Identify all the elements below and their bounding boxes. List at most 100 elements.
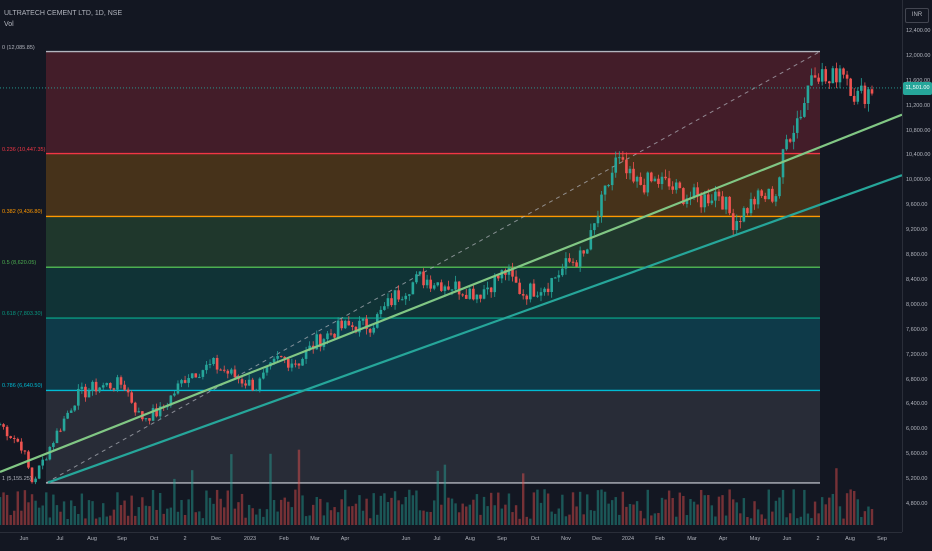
candle-body bbox=[283, 356, 287, 359]
candle-body bbox=[422, 271, 425, 286]
volume-bar bbox=[162, 513, 165, 525]
volume-bar bbox=[98, 517, 101, 525]
volume-bar bbox=[685, 515, 689, 525]
price-tick-label: 4,800.00 bbox=[906, 501, 928, 507]
fib-level-label: 0.5 (8,620.05) bbox=[2, 260, 37, 267]
volume-bar bbox=[62, 501, 66, 525]
fib-level-label: 0.236 (10,447.35) bbox=[2, 146, 46, 153]
time-tick-label: Mar bbox=[687, 536, 697, 542]
price-tick-label: 7,200.00 bbox=[906, 351, 928, 358]
candle-body bbox=[343, 320, 347, 329]
candle-body bbox=[692, 187, 696, 198]
candle-body bbox=[105, 383, 109, 386]
candle-body bbox=[222, 369, 226, 371]
candle-body bbox=[845, 74, 849, 79]
candle-body bbox=[561, 268, 564, 276]
volume-bar bbox=[699, 489, 703, 525]
candle-body bbox=[443, 286, 447, 291]
volume-bar bbox=[151, 490, 155, 525]
candle-body bbox=[440, 282, 443, 291]
candle-body bbox=[201, 370, 205, 377]
candle-body bbox=[603, 185, 607, 195]
volume-bar bbox=[561, 494, 564, 525]
volume-bar bbox=[109, 515, 112, 525]
price-chart[interactable] bbox=[0, 0, 902, 532]
time-tick-label: Sep bbox=[497, 536, 507, 542]
candle-body bbox=[582, 250, 586, 254]
volume-bar bbox=[710, 505, 714, 525]
volume-bar bbox=[322, 515, 326, 525]
volume-bar bbox=[112, 509, 116, 525]
fib-zone bbox=[46, 51, 820, 154]
candle-body bbox=[742, 208, 746, 222]
volume-bar bbox=[80, 493, 84, 525]
trendlines[interactable] bbox=[0, 87, 902, 484]
volume-bar bbox=[361, 510, 365, 525]
candle-body bbox=[788, 139, 792, 142]
candle-body bbox=[803, 102, 806, 117]
volume-bar bbox=[223, 507, 226, 525]
candle-body bbox=[123, 384, 126, 390]
candle-body bbox=[37, 465, 41, 479]
volume-bar bbox=[247, 504, 251, 525]
candle-body bbox=[600, 194, 603, 217]
volume-bar bbox=[707, 495, 710, 525]
candle-body bbox=[632, 168, 635, 182]
time-tick-label: Nov bbox=[561, 536, 571, 542]
price-tick-label: 8,000.00 bbox=[906, 301, 928, 308]
price-tick-label: 12,000.00 bbox=[906, 52, 931, 59]
volume-bar bbox=[116, 492, 119, 525]
candle-body bbox=[254, 390, 258, 392]
candle-body bbox=[372, 327, 376, 333]
fib-zone bbox=[46, 318, 820, 391]
volume-bar bbox=[860, 517, 863, 525]
volume-bar bbox=[408, 489, 411, 525]
currency-label[interactable]: INR bbox=[905, 8, 929, 23]
volume-bar bbox=[340, 499, 343, 525]
trendline-lower[interactable] bbox=[47, 174, 902, 484]
candle-body bbox=[276, 355, 279, 359]
candle-body bbox=[454, 281, 457, 290]
volume-bar bbox=[810, 518, 813, 525]
fib-retracement[interactable] bbox=[45, 50, 821, 484]
volume-bar bbox=[742, 498, 746, 525]
candle-body bbox=[617, 157, 621, 159]
trendline-upper[interactable] bbox=[0, 113, 902, 474]
volume-bar bbox=[667, 490, 671, 525]
candle-body bbox=[44, 459, 48, 461]
volume-bar bbox=[678, 492, 682, 525]
candle-body bbox=[824, 69, 828, 82]
volume-bar bbox=[504, 504, 507, 525]
volume-bar bbox=[735, 502, 738, 525]
volume-bar bbox=[148, 506, 151, 525]
volume-bar bbox=[183, 514, 187, 525]
candle-body bbox=[628, 168, 632, 174]
price-tick-label: 5,200.00 bbox=[906, 476, 928, 483]
candle-body bbox=[375, 314, 379, 328]
candle-body bbox=[543, 288, 546, 293]
volume-bar bbox=[255, 514, 258, 525]
candle-body bbox=[20, 441, 23, 451]
candle-body bbox=[408, 294, 411, 296]
volume-bar bbox=[489, 492, 493, 525]
volume-bar bbox=[493, 505, 496, 525]
volume-bar bbox=[0, 497, 2, 525]
time-axis[interactable] bbox=[0, 532, 902, 551]
candle-body bbox=[536, 295, 539, 297]
price-tick-label: 10,000.00 bbox=[906, 177, 931, 184]
candle-body bbox=[176, 383, 180, 394]
volume-bar bbox=[824, 504, 827, 525]
volume-bar bbox=[785, 517, 788, 525]
volume-bar bbox=[102, 503, 105, 525]
volume-bar bbox=[625, 506, 628, 525]
candle-body bbox=[77, 388, 80, 406]
volume-bar bbox=[447, 497, 450, 525]
candle-body bbox=[194, 373, 198, 378]
volume-bar bbox=[201, 518, 205, 525]
fib-trend-line[interactable] bbox=[45, 51, 821, 484]
candle-body bbox=[810, 75, 813, 86]
candle-body bbox=[59, 430, 62, 432]
volume-bar bbox=[433, 500, 436, 525]
volume-bar bbox=[643, 518, 646, 525]
candle-body bbox=[411, 282, 415, 295]
